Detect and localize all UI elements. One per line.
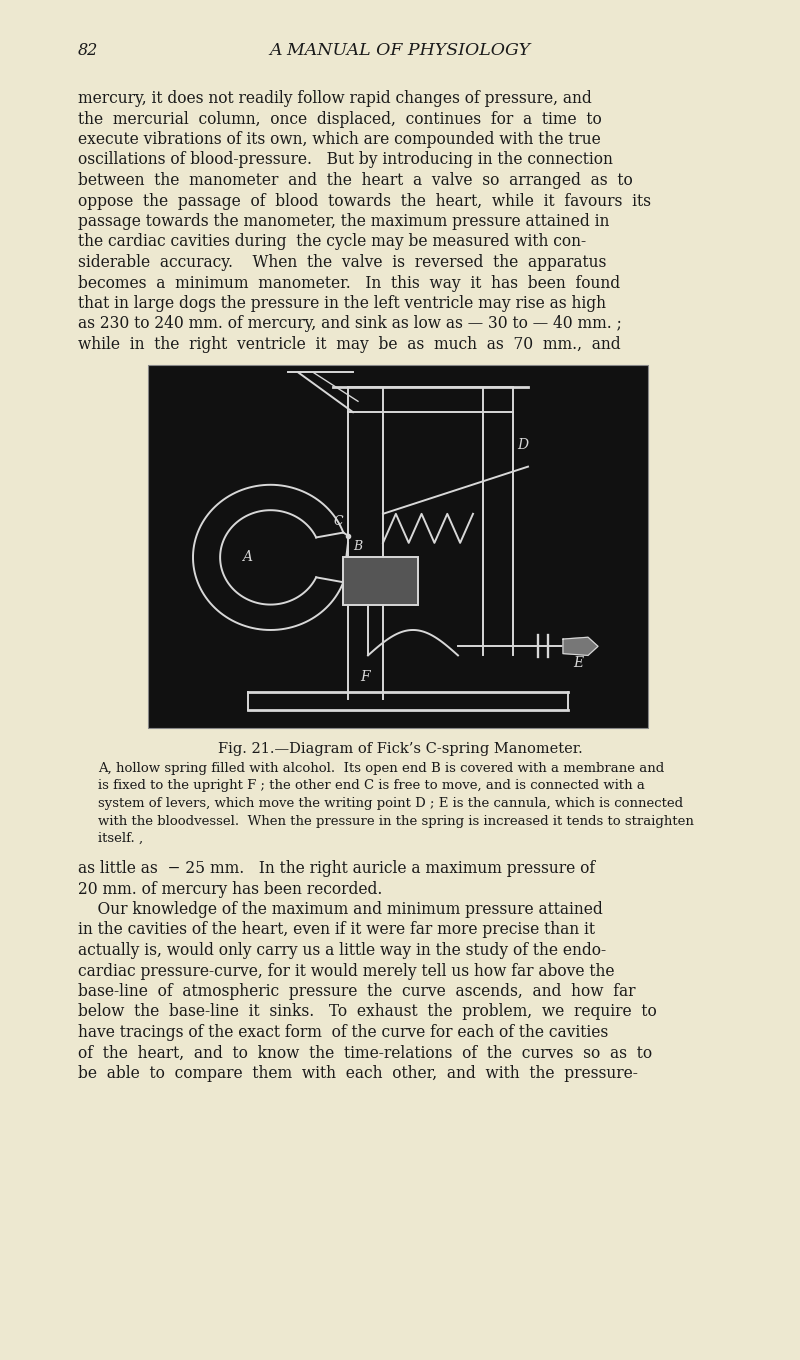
Text: system of levers, which move the writing point D ; E is the cannula, which is co: system of levers, which move the writing…: [98, 797, 683, 811]
Text: Fig. 21.—Diagram of Fick’s C-spring Manometer.: Fig. 21.—Diagram of Fick’s C-spring Mano…: [218, 743, 582, 756]
Text: the  mercurial  column,  once  displaced,  continues  for  a  time  to: the mercurial column, once displaced, co…: [78, 110, 602, 128]
Text: mercury, it does not readily follow rapid changes of pressure, and: mercury, it does not readily follow rapi…: [78, 90, 592, 107]
Bar: [343, 558, 418, 605]
Text: siderable  accuracy.    When  the  valve  is  reversed  the  apparatus: siderable accuracy. When the valve is re…: [78, 254, 606, 271]
Text: passage towards the manometer, the maximum pressure attained in: passage towards the manometer, the maxim…: [78, 214, 610, 230]
Text: 82: 82: [78, 42, 98, 58]
Text: that in large dogs the pressure in the left ventricle may rise as high: that in large dogs the pressure in the l…: [78, 295, 606, 311]
Text: below  the  base-line  it  sinks.   To  exhaust  the  problem,  we  require  to: below the base-line it sinks. To exhaust…: [78, 1004, 657, 1020]
Text: actually is, would only carry us a little way in the study of the endo-: actually is, would only carry us a littl…: [78, 942, 606, 959]
Text: F: F: [361, 670, 370, 684]
Text: Our knowledge of the maximum and minimum pressure attained: Our knowledge of the maximum and minimum…: [78, 900, 602, 918]
Text: A: A: [242, 551, 252, 564]
Text: as 230 to 240 mm. of mercury, and sink as low as — 30 to — 40 mm. ;: as 230 to 240 mm. of mercury, and sink a…: [78, 316, 622, 332]
Text: A, hollow spring filled with alcohol.  Its open end B is covered with a membrane: A, hollow spring filled with alcohol. It…: [98, 762, 664, 775]
Text: execute vibrations of its own, which are compounded with the true: execute vibrations of its own, which are…: [78, 131, 601, 148]
Text: have tracings of the exact form  of the curve for each of the cavities: have tracings of the exact form of the c…: [78, 1024, 608, 1040]
Text: becomes  a  minimum  manometer.   In  this  way  it  has  been  found: becomes a minimum manometer. In this way…: [78, 275, 620, 291]
Text: D: D: [518, 438, 529, 452]
Text: of  the  heart,  and  to  know  the  time-relations  of  the  curves  so  as  to: of the heart, and to know the time-relat…: [78, 1044, 652, 1062]
Text: A MANUAL OF PHYSIOLOGY: A MANUAL OF PHYSIOLOGY: [270, 42, 530, 58]
Text: as little as  − 25 mm.   In the right auricle a maximum pressure of: as little as − 25 mm. In the right auric…: [78, 860, 595, 877]
Text: between  the  manometer  and  the  heart  a  valve  so  arranged  as  to: between the manometer and the heart a va…: [78, 171, 633, 189]
Text: 20 mm. of mercury has been recorded.: 20 mm. of mercury has been recorded.: [78, 880, 382, 898]
Text: cardiac pressure-curve, for it would merely tell us how far above the: cardiac pressure-curve, for it would mer…: [78, 963, 614, 979]
Text: itself. ,: itself. ,: [98, 832, 143, 845]
Text: with the bloodvessel.  When the pressure in the spring is increased it tends to : with the bloodvessel. When the pressure …: [98, 815, 694, 827]
Text: be  able  to  compare  them  with  each  other,  and  with  the  pressure-: be able to compare them with each other,…: [78, 1065, 638, 1083]
Text: base-line  of  atmospheric  pressure  the  curve  ascends,  and  how  far: base-line of atmospheric pressure the cu…: [78, 983, 635, 1000]
Polygon shape: [563, 638, 598, 656]
Text: is fixed to the upright F ; the other end C is free to move, and is connected wi: is fixed to the upright F ; the other en…: [98, 779, 645, 793]
Text: oscillations of blood-pressure.   But by introducing in the connection: oscillations of blood-pressure. But by i…: [78, 151, 613, 169]
Text: in the cavities of the heart, even if it were far more precise than it: in the cavities of the heart, even if it…: [78, 922, 595, 938]
Text: C: C: [333, 514, 343, 528]
Text: the cardiac cavities during  the cycle may be measured with con-: the cardiac cavities during the cycle ma…: [78, 234, 586, 250]
Text: while  in  the  right  ventricle  it  may  be  as  much  as  70  mm.,  and: while in the right ventricle it may be a…: [78, 336, 621, 354]
Text: oppose  the  passage  of  blood  towards  the  heart,  while  it  favours  its: oppose the passage of blood towards the …: [78, 193, 651, 209]
Bar: [148, 364, 648, 728]
Text: B: B: [354, 540, 362, 554]
Text: E: E: [573, 656, 583, 669]
